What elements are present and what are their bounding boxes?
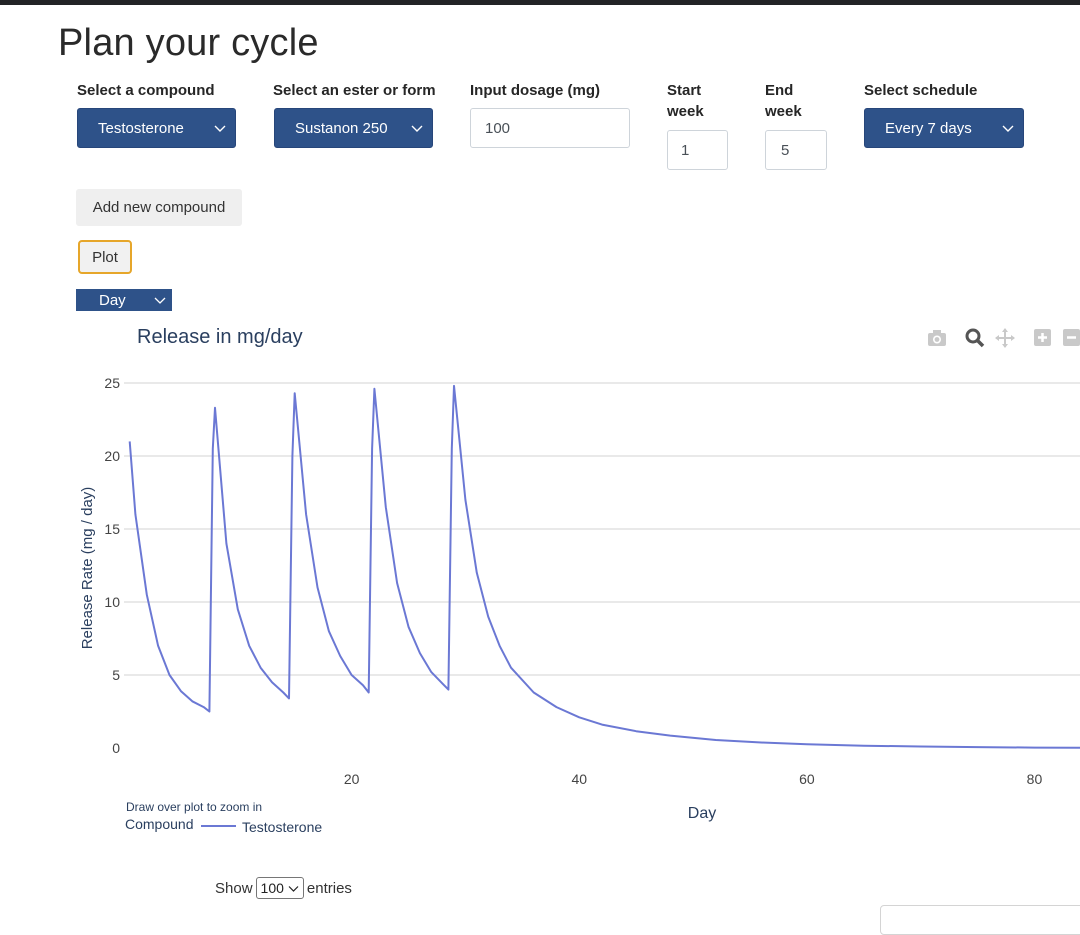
page-size-select[interactable]: 100 [255, 877, 304, 899]
end-week-label-line1: End [765, 82, 794, 99]
x-tick-label: 40 [571, 771, 587, 787]
schedule-select-value: Every 7 days [885, 119, 972, 137]
chart-legend: Compound Testosterone [125, 816, 322, 835]
dosage-input[interactable]: 100 [470, 108, 630, 148]
chevron-down-icon [288, 885, 299, 892]
zoom-in-icon[interactable] [1034, 329, 1051, 346]
chart-gridlines [124, 382, 1080, 676]
schedule-label: Select schedule [864, 82, 978, 99]
camera-icon[interactable] [928, 330, 946, 346]
zoom-icon[interactable] [965, 328, 985, 348]
chevron-down-icon [411, 125, 423, 132]
x-axis-ticks: 20 40 60 80 [344, 771, 1043, 787]
zoom-out-icon[interactable] [1063, 329, 1080, 346]
y-tick-label: 15 [104, 521, 120, 537]
x-tick-label: 60 [799, 771, 815, 787]
start-week-label: Start week [667, 80, 704, 122]
time-unit-value: Day [99, 291, 126, 309]
x-tick-label: 80 [1027, 771, 1043, 787]
end-week-input[interactable]: 5 [765, 130, 827, 170]
y-tick-label: 10 [104, 594, 120, 610]
plot-button[interactable]: Plot [78, 240, 132, 274]
series-line-testosterone [128, 384, 1080, 749]
chart-modebar [928, 328, 1080, 348]
y-tick-label: 25 [104, 375, 120, 391]
legend-item-testosterone: Testosterone [242, 819, 322, 835]
ester-label: Select an ester or form [273, 82, 436, 99]
chevron-down-icon [214, 125, 226, 132]
start-week-label-line2: week [667, 103, 704, 120]
y-axis-ticks: 0 5 10 15 20 25 [104, 375, 120, 756]
schedule-select[interactable]: Every 7 days [864, 108, 1024, 148]
compound-label: Select a compound [77, 82, 215, 99]
chevron-down-icon [154, 297, 166, 304]
chart-title: Release in mg/day [137, 326, 303, 348]
chart-series [128, 384, 1080, 749]
ester-select-value: Sustanon 250 [295, 119, 388, 137]
time-unit-select[interactable]: Day [76, 289, 172, 311]
table-search-input[interactable] [880, 905, 1080, 935]
y-axis-label: Release Rate (mg / day) [79, 487, 96, 650]
dosage-label: Input dosage (mg) [470, 82, 600, 99]
y-tick-label: 5 [112, 667, 120, 683]
page-title: Plan your cycle [58, 22, 319, 64]
start-week-label-line1: Start [667, 82, 702, 99]
pan-icon[interactable] [995, 328, 1015, 348]
compound-select-value: Testosterone [98, 119, 184, 137]
add-compound-button[interactable]: Add new compound [76, 189, 242, 226]
entries-label: entries [306, 879, 352, 897]
ester-select[interactable]: Sustanon 250 [274, 108, 433, 148]
compound-select[interactable]: Testosterone [77, 108, 236, 148]
y-tick-label: 20 [104, 448, 120, 464]
start-week-input[interactable]: 1 [667, 130, 728, 170]
legend-title: Compound [125, 816, 194, 832]
x-axis-label: Day [688, 805, 716, 822]
end-week-label-line2: week [765, 103, 802, 120]
chevron-down-icon [1002, 125, 1014, 132]
top-bar [0, 0, 1080, 5]
zoom-hint: Draw over plot to zoom in [126, 800, 262, 814]
end-week-label: End week [765, 80, 802, 122]
y-tick-label: 0 [112, 740, 120, 756]
table-length-control: Show 100 entries [215, 877, 352, 899]
x-tick-label: 20 [344, 771, 360, 787]
page-size-value: 100 [260, 880, 284, 896]
show-label: Show [215, 879, 253, 897]
